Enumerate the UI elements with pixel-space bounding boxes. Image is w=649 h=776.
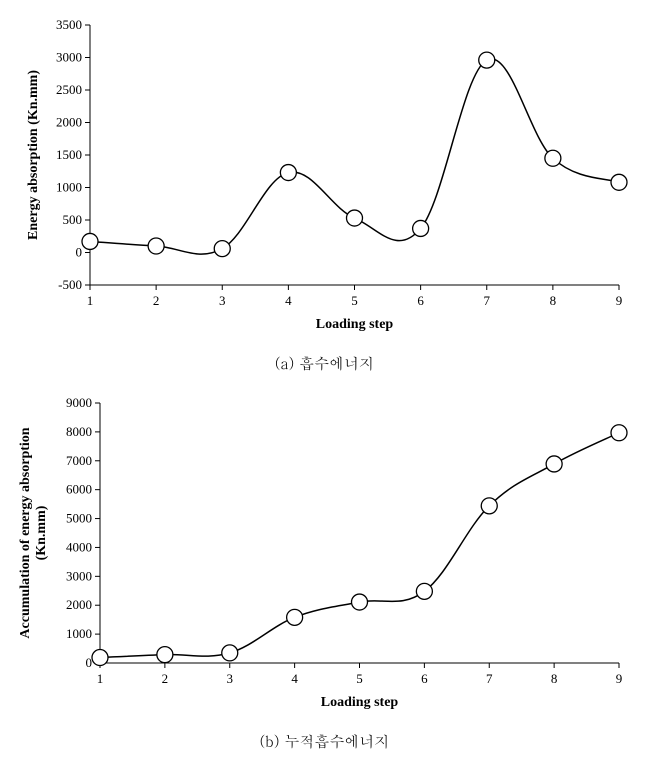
svg-text:1500: 1500 — [56, 147, 82, 162]
svg-text:-500: -500 — [58, 277, 82, 292]
svg-text:1000: 1000 — [66, 626, 92, 641]
svg-text:8: 8 — [551, 671, 558, 686]
svg-text:7: 7 — [486, 671, 493, 686]
svg-text:Accumulation of energy absorpt: Accumulation of energy absorption — [18, 427, 33, 638]
svg-text:2000: 2000 — [56, 115, 82, 130]
svg-text:9: 9 — [616, 293, 623, 308]
svg-text:0: 0 — [86, 655, 93, 670]
svg-text:5: 5 — [351, 293, 358, 308]
svg-text:0: 0 — [76, 245, 83, 260]
chart-b-caption: (b) 누적흡수에너지 — [10, 731, 639, 752]
svg-text:1000: 1000 — [56, 180, 82, 195]
svg-text:1: 1 — [97, 671, 104, 686]
svg-text:6: 6 — [421, 671, 428, 686]
svg-text:9000: 9000 — [66, 395, 92, 410]
svg-text:Energy absorption (Kn.mm): Energy absorption (Kn.mm) — [26, 70, 41, 240]
chart-b: 0 1000 2000 3000 4000 5000 6000 7000 8000 9000 1 2 3… — [10, 388, 639, 723]
chart-b-svg: 0 1000 2000 3000 4000 5000 6000 7000 8000 9000 1 2 3… — [10, 388, 639, 718]
svg-text:6000: 6000 — [66, 482, 92, 497]
svg-text:Loading step: Loading step — [321, 695, 399, 710]
svg-text:Loading step: Loading step — [316, 317, 394, 332]
svg-text:3000: 3000 — [66, 568, 92, 583]
svg-text:2500: 2500 — [56, 82, 82, 97]
svg-text:5: 5 — [356, 671, 363, 686]
svg-text:7000: 7000 — [66, 453, 92, 468]
svg-text:2000: 2000 — [66, 597, 92, 612]
svg-text:5000: 5000 — [66, 511, 92, 526]
svg-text:3: 3 — [227, 671, 234, 686]
svg-text:8: 8 — [550, 293, 557, 308]
svg-text:(Kn.mm): (Kn.mm) — [34, 505, 49, 560]
svg-text:3000: 3000 — [56, 50, 82, 65]
svg-text:6: 6 — [417, 293, 424, 308]
svg-text:2: 2 — [153, 293, 160, 308]
svg-text:4000: 4000 — [66, 539, 92, 554]
chart-a: -500 0 500 1000 1500 2000 2500 3000 3500 1 2 3 4 5 6 7 8… — [10, 10, 639, 345]
svg-text:4: 4 — [291, 671, 298, 686]
svg-text:9: 9 — [616, 671, 623, 686]
svg-text:4: 4 — [285, 293, 292, 308]
svg-text:2: 2 — [162, 671, 169, 686]
svg-text:3: 3 — [219, 293, 226, 308]
svg-text:1: 1 — [87, 293, 94, 308]
svg-text:3500: 3500 — [56, 17, 82, 32]
svg-text:8000: 8000 — [66, 424, 92, 439]
chart-a-svg: -500 0 500 1000 1500 2000 2500 3000 3500 1 2 3 4 5 6 7 8… — [10, 10, 639, 340]
svg-text:500: 500 — [63, 212, 83, 227]
svg-text:7: 7 — [484, 293, 491, 308]
chart-a-caption: (a) 흡수에너지 — [10, 353, 639, 374]
